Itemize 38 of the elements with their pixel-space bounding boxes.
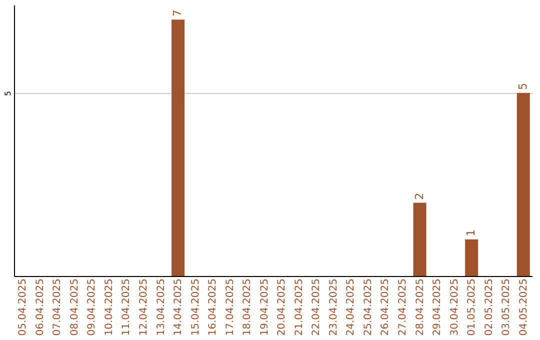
x-tick-label: 11.04.2025 — [121, 278, 132, 336]
bar — [172, 20, 185, 276]
bar — [413, 202, 426, 276]
x-tick-label: 20.04.2025 — [276, 278, 288, 336]
bar — [465, 239, 478, 276]
x-tick-label: 19.04.2025 — [259, 278, 270, 336]
data-label: 7 — [171, 10, 184, 17]
x-tick-label: 17.04.2025 — [224, 278, 236, 336]
x-tick-label: 13.04.2025 — [156, 278, 167, 336]
x-tick-label: 25.04.2025 — [362, 278, 374, 336]
x-tick-label: 28.04.2025 — [414, 278, 426, 336]
x-tick-label: 10.04.2025 — [104, 278, 115, 336]
x-tick-label: 08.04.2025 — [69, 278, 80, 336]
x-tick-label: 01.05.2025 — [466, 278, 478, 336]
x-tick-label: 23.04.2025 — [328, 278, 340, 336]
data-label: 2 — [412, 192, 426, 200]
x-tick-label: 05.04.2025 — [18, 278, 29, 336]
x-tick-label: 04.05.2025 — [518, 278, 530, 336]
x-tick-label: 27.04.2025 — [398, 278, 408, 336]
x-tick-label: 24.04.2025 — [346, 278, 357, 336]
x-tick-label: 09.04.2025 — [86, 278, 98, 336]
x-tick-label: 30.04.2025 — [449, 278, 460, 336]
x-tick-label: 22.04.2025 — [311, 278, 322, 336]
x-tick-label: 15.04.2025 — [190, 278, 202, 336]
x-tick-label: 12.04.2025 — [138, 278, 150, 336]
x-tick-label: 26.04.2025 — [380, 278, 392, 336]
x-tick-label: 02.05.2025 — [484, 278, 495, 336]
x-tick-label: 14.04.2025 — [173, 278, 184, 336]
x-tick-label: 07.04.2025 — [52, 278, 64, 336]
x-tick-label: 29.04.2025 — [432, 278, 444, 336]
data-label: 5 — [516, 82, 530, 90]
x-tick-label: 06.04.2025 — [34, 278, 46, 336]
x-tick-label: 21.04.2025 — [294, 278, 305, 336]
x-tick-label: 16.04.2025 — [208, 278, 219, 336]
data-label: 1 — [464, 229, 478, 236]
bar — [516, 92, 530, 276]
x-tick-label: 18.04.2025 — [242, 278, 254, 336]
x-tick-label: 03.05.2025 — [501, 278, 512, 336]
